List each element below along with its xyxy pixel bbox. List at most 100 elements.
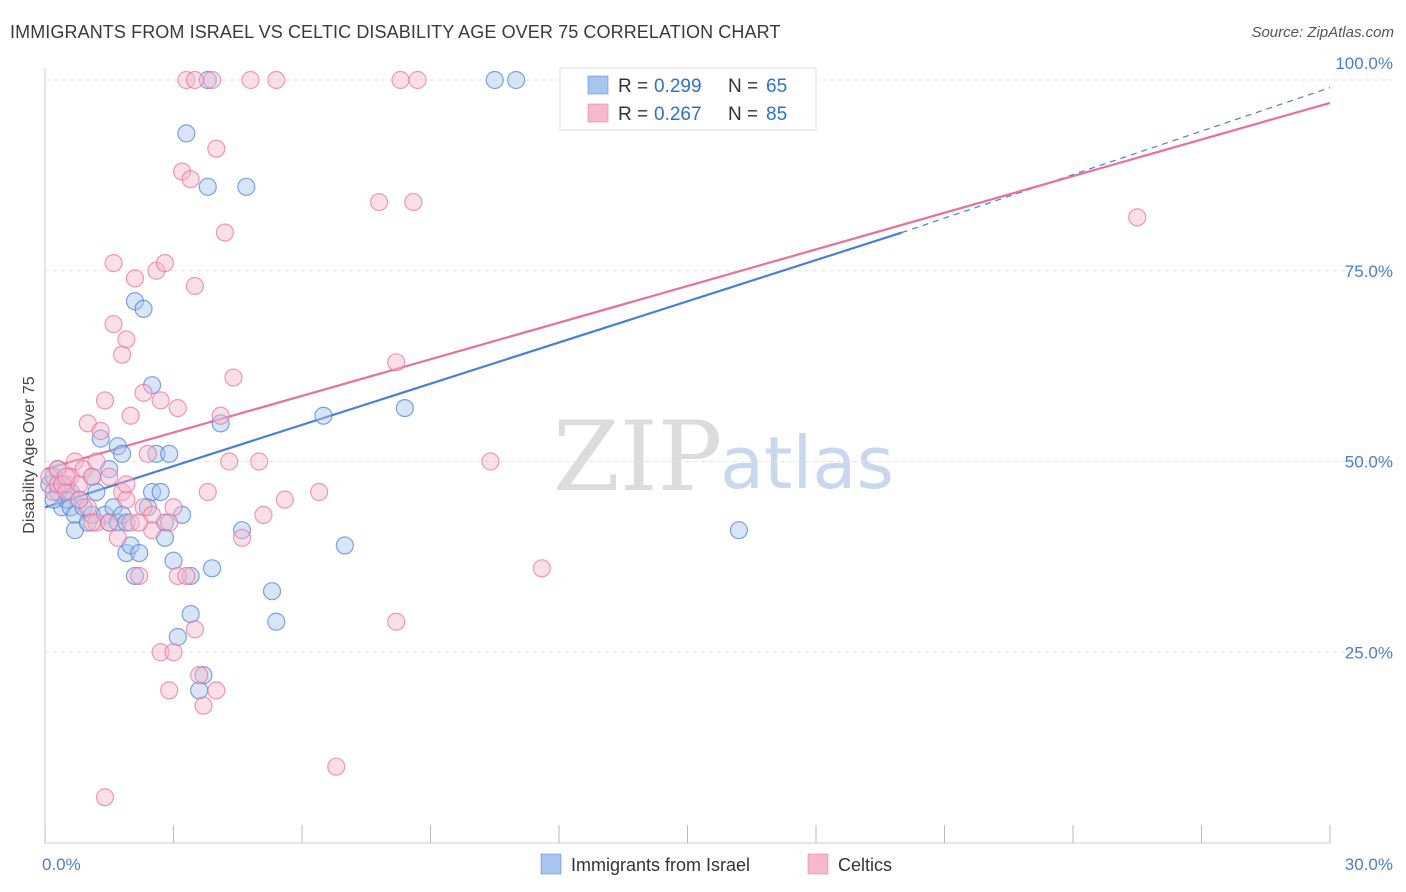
trend-lines [44, 87, 1331, 509]
legend-r-label-israel: R = [618, 76, 648, 97]
point-celtics [151, 391, 170, 410]
point-celtics [130, 566, 149, 586]
point-israel [395, 398, 414, 418]
point-celtics [391, 70, 410, 90]
point-israel [194, 666, 213, 685]
point-israel [91, 429, 110, 448]
point-celtics [232, 528, 252, 547]
point-celtics [83, 513, 102, 532]
point-israel [134, 299, 153, 318]
point-celtics [327, 757, 346, 776]
y-tick-label: 100.0% [1335, 54, 1393, 73]
point-israel [160, 444, 179, 463]
point-celtics [181, 170, 200, 189]
point-celtics [100, 467, 119, 486]
trend-line-israel [44, 231, 903, 509]
point-israel [130, 543, 149, 563]
bottom-legend-swatch-israel [540, 853, 562, 875]
point-celtics [207, 139, 226, 158]
y-axis-title: Disability Age Over 75 [21, 376, 38, 534]
trend-line-celtics [44, 101, 1331, 471]
point-celtics [198, 482, 217, 502]
point-celtics [164, 643, 183, 662]
point-celtics [117, 490, 136, 509]
point-israel [198, 177, 217, 196]
point-celtics [194, 696, 213, 715]
point-celtics [151, 643, 170, 662]
point-celtics [370, 192, 389, 212]
point-celtics [211, 406, 230, 425]
bottom-legend-swatch-celtics [807, 853, 829, 875]
point-israel [87, 482, 106, 502]
point-israel [267, 612, 286, 631]
x-tick-label: 0.0% [42, 855, 81, 874]
point-celtics [185, 620, 205, 639]
point-israel [262, 582, 282, 601]
axes [44, 68, 1331, 844]
point-celtics [387, 612, 406, 631]
legend-swatch-israel [587, 75, 609, 95]
legend-swatch-celtics [587, 103, 609, 123]
legend-n-label-celtics: N = [728, 104, 758, 125]
tick-labels: 25.0% 50.0% 75.0% 100.0% 0.0% 30.0% [42, 54, 1393, 874]
point-celtics [1128, 208, 1147, 227]
point-celtics [215, 223, 234, 242]
point-celtics [121, 406, 140, 425]
point-celtics [190, 666, 209, 685]
point-celtics [100, 513, 119, 532]
point-celtics [220, 452, 239, 471]
point-celtics [138, 444, 157, 463]
point-celtics [275, 490, 294, 509]
legend-r-label-celtics: R = [618, 104, 648, 125]
point-israel [177, 124, 196, 143]
point-israel [190, 681, 209, 700]
point-israel [125, 566, 145, 586]
point-celtics [117, 330, 136, 349]
point-celtics [108, 528, 127, 547]
watermark-atlas: atlas [720, 421, 894, 505]
point-israel [237, 177, 256, 196]
x-tick-label: 30.0% [1345, 855, 1393, 874]
point-celtics [91, 421, 110, 441]
point-celtics [202, 70, 222, 90]
legend-r-celtics: 0.267 [654, 104, 702, 125]
point-israel [168, 627, 187, 647]
legend-n-israel: 65 [766, 76, 787, 97]
series-legend: Immigrants from Israel Celtics [540, 853, 892, 875]
point-israel [232, 521, 252, 540]
watermark-zip: ZIP [553, 401, 722, 513]
legend-n-celtics: 85 [766, 104, 787, 125]
point-israel [181, 604, 200, 624]
point-celtics [117, 475, 136, 494]
point-celtics [130, 513, 149, 532]
point-celtics [250, 452, 269, 471]
point-israel [164, 551, 183, 570]
point-celtics [112, 345, 132, 364]
data-points [40, 70, 1147, 807]
point-israel [211, 414, 230, 433]
y-tick-label: 50.0% [1345, 453, 1393, 472]
point-celtics [87, 452, 106, 471]
point-celtics [95, 391, 115, 410]
point-israel [335, 536, 354, 555]
point-celtics [254, 505, 273, 525]
point-celtics [408, 70, 427, 90]
point-israel [507, 70, 526, 90]
point-celtics [125, 269, 145, 288]
chart-title: IMMIGRANTS FROM ISRAEL VS CELTIC DISABIL… [10, 22, 781, 42]
point-celtics [310, 482, 329, 502]
point-celtics [70, 490, 89, 509]
point-israel [485, 70, 504, 90]
legend-n-label-israel: N = [728, 76, 758, 97]
point-celtics [532, 559, 551, 578]
y-tick-label: 25.0% [1345, 643, 1393, 662]
point-celtics [160, 513, 179, 532]
point-celtics [224, 368, 243, 387]
point-israel [151, 482, 170, 502]
point-celtics [177, 566, 196, 586]
point-celtics [87, 513, 106, 532]
point-celtics [83, 467, 102, 486]
point-celtics [207, 681, 226, 700]
trend-line-israel-extrapolated [901, 87, 1331, 234]
point-celtics [241, 70, 260, 90]
